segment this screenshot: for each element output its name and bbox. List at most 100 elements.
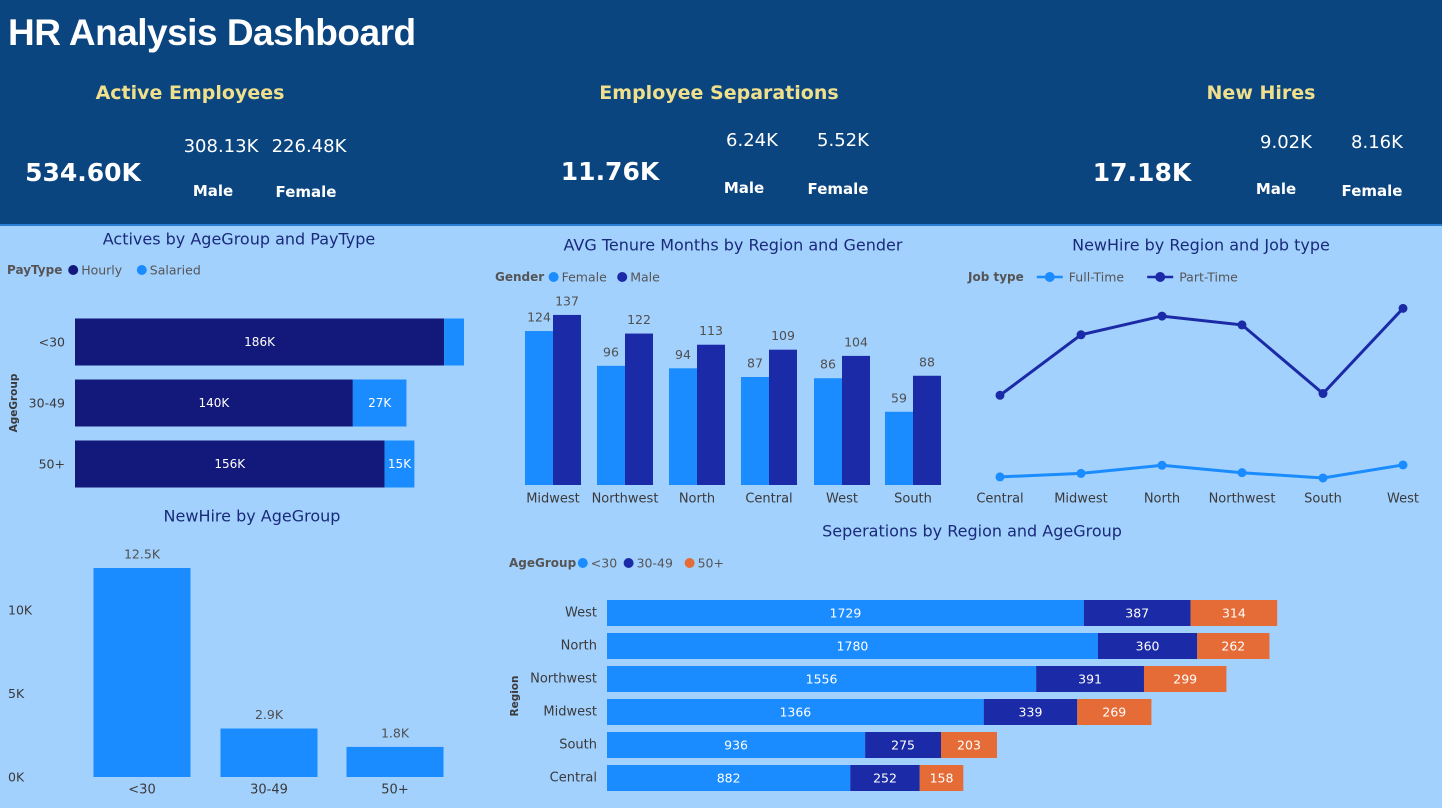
y-tick-label: South <box>559 738 597 753</box>
data-label: 86 <box>820 357 836 372</box>
data-label: 387 <box>1125 606 1149 621</box>
bar-segment <box>607 666 1037 692</box>
bar-segment <box>1097 633 1198 659</box>
y-tick-label: <30 <box>39 335 65 350</box>
legend-label: 30-49 <box>637 556 673 571</box>
bar-segment <box>75 440 385 488</box>
bar <box>741 377 769 485</box>
x-tick-label: West <box>826 492 858 507</box>
data-label: 27K <box>368 396 392 410</box>
data-label: 88 <box>919 354 935 369</box>
data-label: 391 <box>1078 672 1102 687</box>
line-point <box>995 390 1005 400</box>
bar-segment <box>75 379 353 427</box>
chart-title: Actives by AgeGroup and PayType <box>103 230 376 249</box>
bar-segment <box>607 765 851 791</box>
data-label: 140K <box>199 396 231 410</box>
data-label: 137 <box>555 293 579 308</box>
data-label: 299 <box>1173 672 1197 687</box>
legend-label: Part-Time <box>1179 270 1238 285</box>
y-axis-label: AgeGroup <box>8 373 20 432</box>
kpi-newhires-male-value: 9.02K <box>1260 132 1312 153</box>
kpi-newhires-title: New Hires <box>1206 82 1316 104</box>
bar-segment <box>444 318 464 366</box>
data-label: 1780 <box>837 639 869 654</box>
data-label: 269 <box>1102 705 1126 720</box>
line-point <box>1076 330 1086 340</box>
bar <box>220 728 318 777</box>
y-tick-label: North <box>561 639 597 654</box>
legend-label: Hourly <box>81 263 123 278</box>
legend-title: PayType <box>7 263 62 277</box>
bar-segment <box>1036 666 1144 692</box>
data-label: 1.8K <box>381 725 410 740</box>
x-tick-label: Midwest <box>526 492 580 507</box>
x-tick-label: Midwest <box>1054 492 1108 507</box>
bar-segment <box>1143 666 1227 692</box>
kpi-separations-male-label: Male <box>723 179 765 197</box>
bar <box>669 368 697 485</box>
legend-marker <box>577 558 588 568</box>
y-tick-label: West <box>565 606 597 621</box>
data-label: 275 <box>891 738 915 753</box>
data-label: 186K <box>244 335 276 349</box>
y-tick-label: 10K <box>8 602 33 617</box>
bar-segment <box>75 318 445 366</box>
kpi-active-male-value: 308.13K <box>183 136 259 157</box>
legend-label: <30 <box>591 556 617 571</box>
series-line <box>999 307 1405 397</box>
bar-segment <box>607 699 984 725</box>
bar <box>913 375 941 485</box>
kpi-active-total: 534.60K <box>25 158 141 187</box>
bar-segment <box>607 633 1098 659</box>
data-label: 87 <box>747 356 763 371</box>
legend-title: Gender <box>495 270 544 284</box>
page-title: HR Analysis Dashboard <box>8 12 416 53</box>
data-label: 124 <box>527 310 551 325</box>
data-label: 314 <box>1222 606 1246 621</box>
data-label: 104 <box>844 334 868 349</box>
kpi-newhires-female-label: Female <box>1341 182 1403 200</box>
data-label: 109 <box>771 328 795 343</box>
x-tick-label: Central <box>745 492 792 507</box>
kpi-newhires-male-label: Male <box>1255 180 1297 198</box>
data-label: 96 <box>603 344 619 359</box>
legend-marker <box>1155 272 1166 282</box>
bar-segment <box>352 379 407 427</box>
kpi-separations-total: 11.76K <box>560 157 660 186</box>
legend-marker <box>68 265 79 275</box>
legend-label: Female <box>562 270 608 285</box>
legend-label: 50+ <box>698 556 724 571</box>
legend-marker <box>136 265 147 275</box>
legend-marker <box>617 272 628 282</box>
kpi-separations-male-value: 6.24K <box>726 130 778 151</box>
line-point <box>1076 468 1086 478</box>
data-label: 59 <box>891 390 907 405</box>
bar-segment <box>384 440 415 488</box>
bar-segment <box>1083 600 1191 626</box>
x-tick-label: <30 <box>128 783 155 798</box>
line-point <box>995 472 1005 482</box>
line-point <box>1318 389 1328 399</box>
x-tick-label: South <box>1304 492 1342 507</box>
x-tick-label: West <box>1387 492 1419 507</box>
x-tick-label: 50+ <box>381 783 408 798</box>
chart-title: NewHire by AgeGroup <box>164 507 341 526</box>
x-tick-label: North <box>679 492 715 507</box>
data-label: 882 <box>717 771 741 786</box>
line-point <box>1237 468 1247 478</box>
kpi-separations-female-value: 5.52K <box>817 130 869 151</box>
kpi-separations-title: Employee Separations <box>599 82 839 104</box>
legend-marker <box>623 558 634 568</box>
y-axis-label: Region <box>509 675 521 716</box>
kpi-active-female-label: Female <box>275 183 337 201</box>
y-tick-label: 50+ <box>39 457 65 472</box>
bar-segment <box>865 732 941 758</box>
x-tick-label: Central <box>976 492 1023 507</box>
bar-segment <box>940 732 997 758</box>
bar <box>885 411 913 485</box>
kpi-active-title: Active Employees <box>95 82 285 104</box>
bar <box>346 746 444 777</box>
bar-segment <box>1197 633 1270 659</box>
